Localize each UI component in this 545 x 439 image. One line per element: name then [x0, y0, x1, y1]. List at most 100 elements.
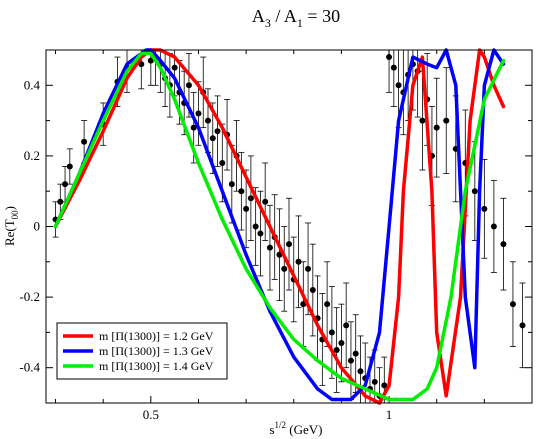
y-axis-label: Re(T00): [2, 206, 20, 246]
point-marker: [357, 368, 364, 375]
point-marker: [209, 135, 216, 142]
legend-label: m [Π(1300)] = 1.2 GeV: [99, 329, 214, 343]
data-point: [300, 261, 307, 347]
point-marker: [295, 258, 302, 265]
point-marker: [338, 339, 345, 346]
point-marker: [305, 265, 312, 272]
point-marker: [509, 301, 516, 308]
x-axis-label-base: s: [269, 422, 274, 437]
data-point: [519, 282, 526, 369]
point-marker: [62, 181, 69, 188]
point-marker: [324, 301, 331, 308]
point-marker: [390, 64, 397, 71]
data-point: [500, 197, 507, 291]
y-tick-label: -0.2: [19, 289, 40, 304]
point-marker: [66, 163, 73, 170]
point-marker: [185, 82, 192, 89]
chart-title-sub1: 1: [297, 16, 303, 30]
data-point: [509, 261, 516, 347]
point-marker: [433, 124, 440, 131]
y-axis-label-sub: 00: [10, 210, 20, 220]
point-marker: [386, 54, 393, 61]
chart-title-sep: / A: [271, 6, 297, 26]
y-tick-label: 0.4: [24, 77, 41, 92]
point-marker: [138, 61, 145, 68]
y-tick-label: 0.2: [24, 148, 40, 163]
data-point: [333, 307, 340, 393]
ticks-layer: 0.5 1 -0.4 -0.2 0 0.2 0.4: [19, 49, 533, 422]
data-point: [352, 314, 359, 393]
data-point: [276, 208, 283, 302]
y-axis-label-base: Re(T: [2, 219, 17, 246]
x-axis-label: s1/2 (GeV): [269, 420, 322, 437]
data-point: [443, 67, 450, 174]
point-marker: [81, 138, 88, 145]
chart-title-main: A: [252, 6, 265, 26]
data-point: [347, 321, 354, 400]
y-tick-label: -0.4: [19, 360, 40, 375]
y-axis-label-tail: ): [2, 206, 17, 210]
data-point: [66, 148, 73, 185]
x-tick-label: 1: [386, 407, 393, 422]
x-tick-label: 0.5: [143, 407, 159, 422]
x-axis-label-sup: 1/2: [275, 420, 287, 430]
data-point: [433, 77, 440, 178]
point-marker: [286, 241, 292, 248]
chart-title-tail: = 30: [303, 6, 340, 26]
data-point: [281, 226, 288, 312]
data-point: [228, 144, 235, 224]
point-marker: [481, 205, 488, 212]
data-point: [262, 162, 269, 242]
point-marker: [333, 347, 340, 354]
point-marker: [257, 230, 264, 237]
point-marker: [471, 188, 478, 195]
legend-label: m [Π(1300)] = 1.3 GeV: [99, 344, 214, 358]
data-point: [309, 243, 316, 337]
point-marker: [309, 287, 316, 294]
point-marker: [343, 322, 350, 329]
data-point: [266, 204, 273, 291]
chart-title: A3 / A1 = 30: [252, 6, 340, 30]
data-point: [490, 180, 497, 273]
point-marker: [195, 110, 202, 117]
x-axis-label-tail: (GeV): [286, 422, 322, 437]
data-point: [343, 282, 350, 369]
data-point: [328, 286, 335, 379]
point-marker: [395, 82, 402, 89]
chart-title-sub3: 3: [265, 16, 271, 30]
point-marker: [347, 357, 354, 364]
plot-frame: [45, 49, 533, 404]
point-marker: [205, 117, 211, 124]
data-point: [243, 169, 250, 249]
point-marker: [266, 244, 273, 251]
point-marker: [500, 241, 507, 248]
point-marker: [243, 205, 250, 212]
point-marker: [262, 198, 269, 205]
point-marker: [328, 329, 335, 336]
data-point: [247, 155, 254, 242]
data-point: [324, 261, 331, 347]
point-marker: [490, 223, 497, 230]
data-point: [390, 50, 397, 107]
point-marker: [238, 188, 245, 195]
data-point: [305, 222, 312, 316]
data-point: [214, 95, 221, 167]
data-point: [481, 159, 488, 259]
point-marker: [57, 198, 64, 205]
point-marker: [381, 382, 388, 389]
data-point: [81, 120, 88, 164]
data-point: [386, 50, 393, 93]
point-marker: [252, 223, 259, 230]
point-marker: [352, 350, 359, 357]
point-marker: [247, 195, 254, 202]
point-marker: [281, 265, 288, 272]
point-marker: [228, 181, 235, 188]
point-marker: [147, 57, 154, 64]
data-point: [295, 215, 302, 309]
point-marker: [171, 64, 178, 71]
data-point: [419, 70, 426, 171]
point-marker: [190, 124, 197, 131]
point-marker: [419, 117, 426, 124]
data-point: [195, 81, 202, 146]
